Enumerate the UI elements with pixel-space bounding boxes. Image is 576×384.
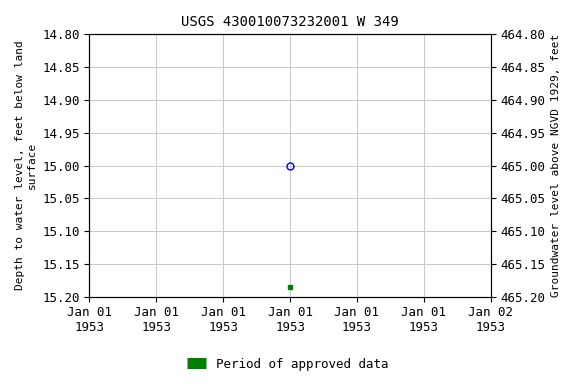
Legend: Period of approved data: Period of approved data <box>183 353 393 376</box>
Y-axis label: Groundwater level above NGVD 1929, feet: Groundwater level above NGVD 1929, feet <box>551 34 561 297</box>
Y-axis label: Depth to water level, feet below land
surface: Depth to water level, feet below land su… <box>15 41 37 290</box>
Title: USGS 430010073232001 W 349: USGS 430010073232001 W 349 <box>181 15 399 29</box>
